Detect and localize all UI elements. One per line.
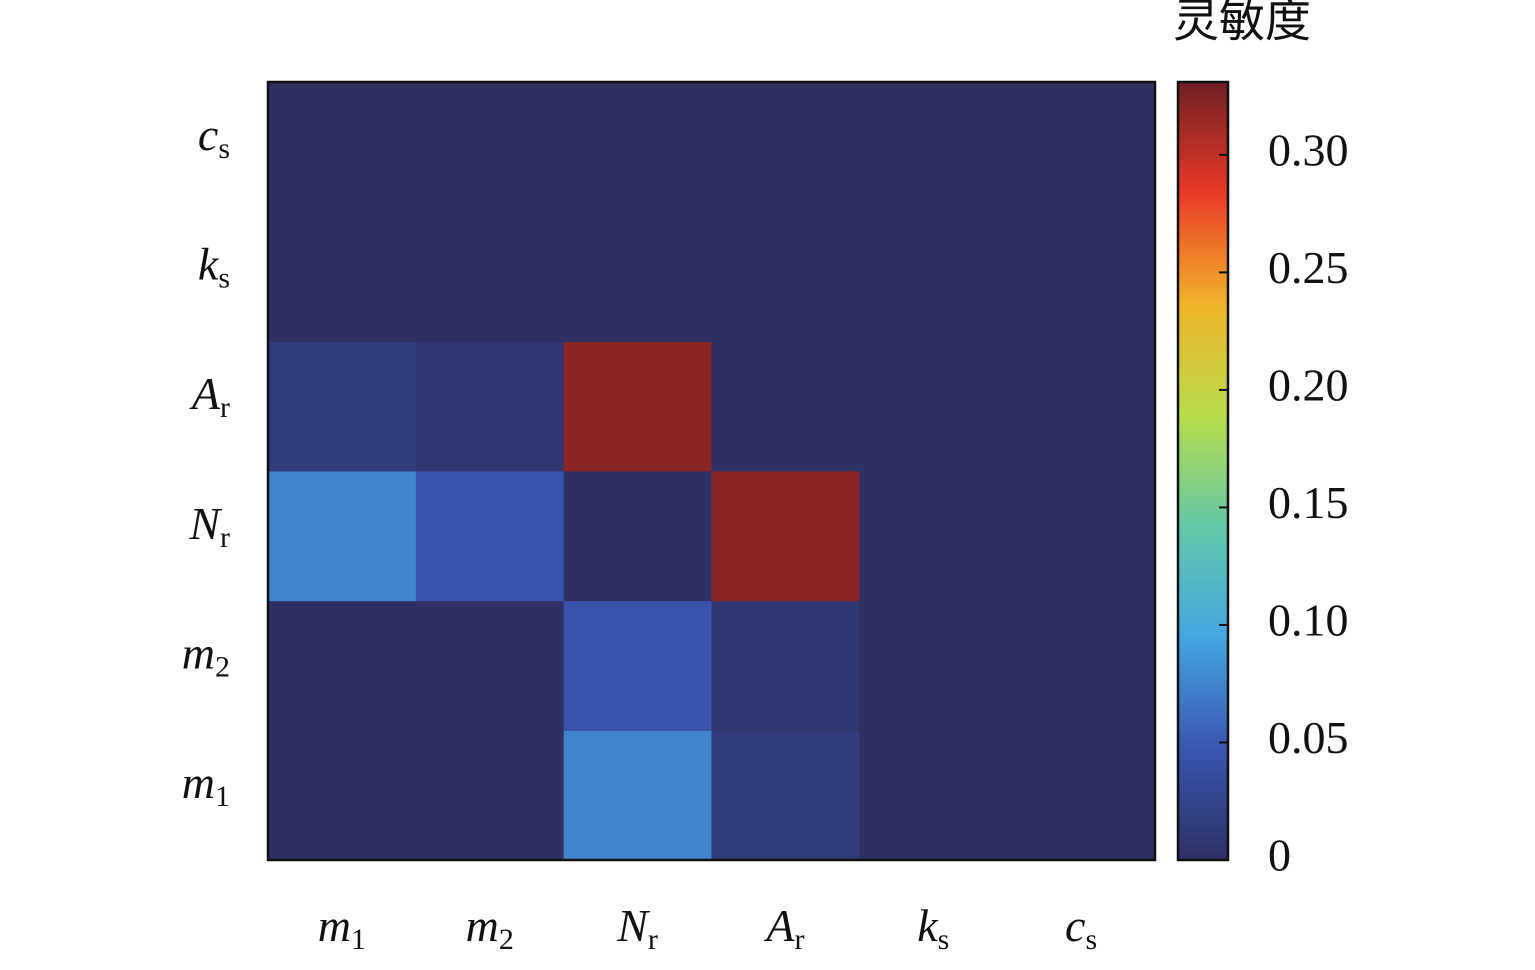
x-tick-label-base: c <box>1065 900 1085 951</box>
y-tick-label-sub: s <box>218 132 230 165</box>
heatmap-cell <box>415 82 565 213</box>
heatmap-cell <box>415 211 565 342</box>
y-tick-label: m1 <box>182 757 230 813</box>
heatmap-cell <box>859 82 1008 213</box>
heatmap-cell <box>1007 471 1156 602</box>
heatmap-cell <box>1007 730 1156 861</box>
plot-frame <box>266 80 1157 862</box>
heatmap-cell <box>1007 341 1156 472</box>
x-tick-label: Nr <box>616 900 658 956</box>
y-tick-label: Ar <box>189 368 230 424</box>
heatmap-cell <box>563 730 712 861</box>
y-tick-label-base: m <box>182 757 215 808</box>
x-tick-label-sub: 1 <box>351 923 366 956</box>
heatmap-cell <box>1007 600 1156 731</box>
colorbar-tick-label: 0.15 <box>1268 477 1349 528</box>
heatmap-cell <box>1007 82 1156 213</box>
heatmap-cell <box>268 600 417 731</box>
x-tick-label: ks <box>917 900 949 956</box>
colorbar-tick-label: 0.20 <box>1268 359 1349 410</box>
heatmap-cell <box>711 471 860 602</box>
colorbar <box>1176 80 1230 862</box>
y-tick-label-base: k <box>198 238 220 289</box>
x-tick-label-sub: r <box>648 923 658 956</box>
x-tick-label: m1 <box>318 900 366 956</box>
x-tick-label-base: A <box>763 900 795 951</box>
y-tick-label-sub: r <box>220 521 230 554</box>
colorbar-tick-label: 0.10 <box>1268 595 1349 646</box>
y-tick-label: Nr <box>188 497 230 553</box>
y-tick-label: cs <box>198 108 230 164</box>
heatmap-cell <box>711 211 860 342</box>
heatmap-cell <box>859 471 1008 602</box>
x-tick-label-base: N <box>616 900 650 951</box>
heatmap-cell <box>415 471 565 602</box>
colorbar-tick-label: 0.25 <box>1268 242 1349 293</box>
heatmap-cell <box>563 211 712 342</box>
heatmap-cell <box>711 730 860 861</box>
y-tick-label-base: c <box>198 108 218 159</box>
x-tick-label-sub: 2 <box>499 923 514 956</box>
heatmap-cell <box>268 211 417 342</box>
y-tick-label-sub: r <box>220 391 230 424</box>
heatmap-cell <box>1007 211 1156 342</box>
heatmap-cell <box>859 341 1008 472</box>
y-tick-label: ks <box>198 238 230 294</box>
x-tick-label: m2 <box>466 900 514 956</box>
heatmap-cell <box>711 82 860 213</box>
heatmap-cell <box>415 600 565 731</box>
heatmap-cell <box>268 341 417 472</box>
colorbar-title: 灵敏度 <box>1173 0 1311 47</box>
colorbar-tick-label: 0.05 <box>1268 712 1349 763</box>
heatmap-cell <box>415 341 565 472</box>
heatmap-cell <box>415 730 565 861</box>
heatmap-cell <box>711 341 860 472</box>
x-tick-label-sub: s <box>938 923 950 956</box>
x-tick-label-base: k <box>917 900 939 951</box>
y-tick-label: m2 <box>182 627 230 683</box>
heatmap-cell <box>268 730 417 861</box>
x-tick-label-base: m <box>318 900 351 951</box>
heatmap-cell <box>563 82 712 213</box>
x-tick-label: cs <box>1065 900 1097 956</box>
heatmap-cell <box>859 211 1008 342</box>
colorbar-tick-label: 0 <box>1268 830 1291 881</box>
heatmap-cell <box>563 600 712 731</box>
heatmap-cell <box>268 471 417 602</box>
x-tick-label-sub: r <box>794 923 804 956</box>
y-tick-label-base: A <box>189 368 221 419</box>
heatmap-cell <box>859 600 1008 731</box>
y-tick-label-base: m <box>182 627 215 678</box>
x-tick-label: Ar <box>763 900 804 956</box>
colorbar-tick-label: 0.30 <box>1268 124 1349 175</box>
y-tick-label-base: N <box>188 497 222 548</box>
x-tick-label-sub: s <box>1085 923 1097 956</box>
y-tick-label-sub: 2 <box>215 650 230 683</box>
heatmap-cell <box>563 341 712 472</box>
heatmap-cell <box>859 730 1008 861</box>
y-tick-label-sub: 1 <box>215 780 230 813</box>
x-tick-label-base: m <box>466 900 499 951</box>
y-tick-label-sub: s <box>218 261 230 294</box>
heatmap-cell <box>563 471 712 602</box>
heatmap-cell <box>268 82 417 213</box>
heatmap-cell <box>711 600 860 731</box>
